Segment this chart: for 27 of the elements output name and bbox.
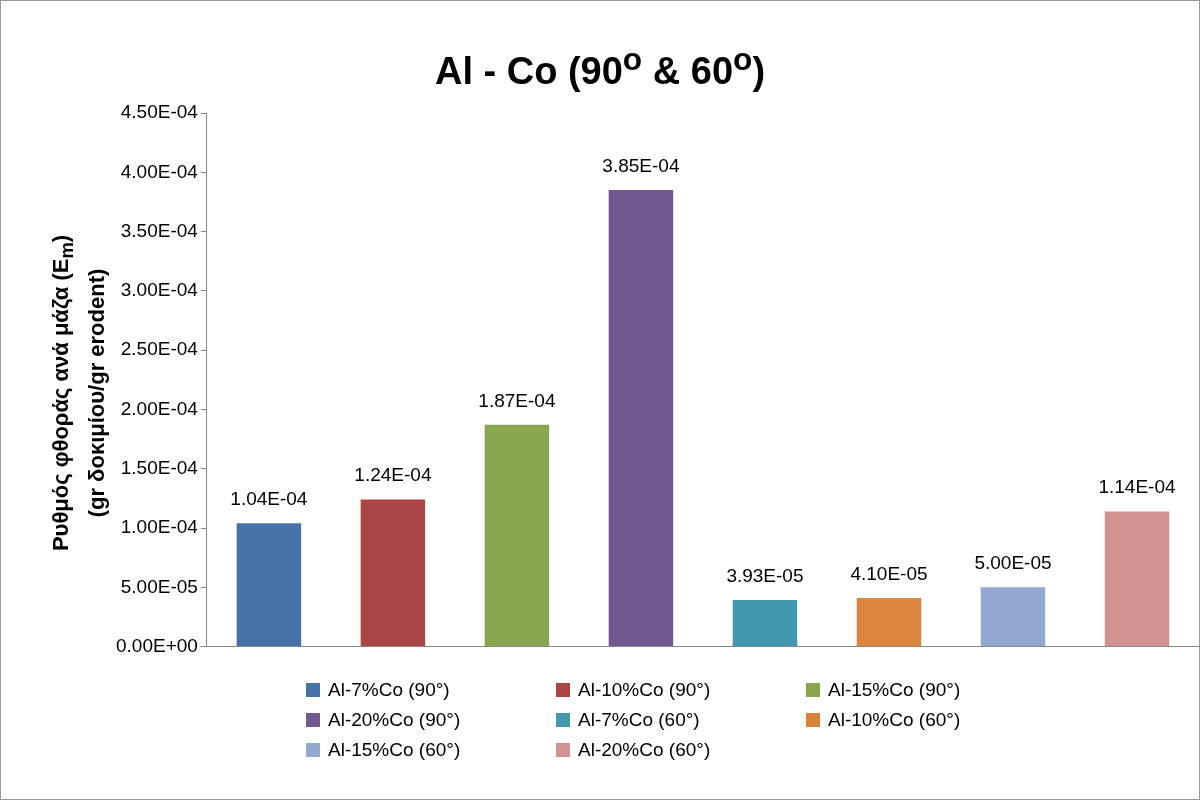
legend-label: Al-10%Co (90°) [578, 679, 711, 701]
y-tick-label: 4.50E-04 [120, 101, 199, 123]
data-label: 1.14E-04 [1098, 476, 1176, 498]
data-label: 1.87E-04 [478, 389, 556, 411]
y-tick-label: 1.50E-04 [120, 456, 199, 478]
data-label: 1.04E-04 [230, 488, 308, 510]
y-tick-label: 2.50E-04 [120, 338, 199, 360]
data-label: 3.93E-05 [726, 564, 804, 586]
y-tick-label: 0.00E+00 [115, 634, 198, 656]
data-label: 5.00E-05 [974, 552, 1052, 574]
legend-label: Al-15%Co (60°) [328, 739, 461, 761]
y-tick-label: 4.00E-04 [120, 160, 199, 182]
data-label: 4.10E-05 [850, 562, 928, 584]
y-tick-label: 3.00E-04 [120, 279, 199, 301]
chart-title: Al - Co (90$^{o}$ & 60$^{o}$) [433, 41, 767, 93]
legend-label: Al-7%Co (90°) [328, 679, 450, 701]
legend-label: Al-20%Co (90°) [328, 709, 461, 731]
data-label: 3.85E-04 [602, 154, 680, 176]
data-label: 1.24E-04 [354, 464, 432, 486]
legend-label: Al-20%Co (60°) [578, 739, 711, 761]
y-tick-label: 1.00E-04 [120, 516, 199, 538]
y-tick-label: 3.50E-04 [120, 219, 199, 241]
legend-label: Al-10%Co (60°) [828, 709, 961, 731]
legend-label: Al-7%Co (60°) [578, 709, 700, 731]
y-tick-label: 2.00E-04 [120, 397, 199, 419]
legend-label: Al-15%Co (90°) [828, 679, 961, 701]
y-tick-label: 5.00E-05 [120, 575, 198, 597]
